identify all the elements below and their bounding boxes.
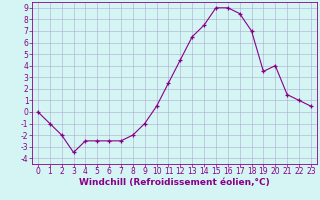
X-axis label: Windchill (Refroidissement éolien,°C): Windchill (Refroidissement éolien,°C) — [79, 178, 270, 187]
